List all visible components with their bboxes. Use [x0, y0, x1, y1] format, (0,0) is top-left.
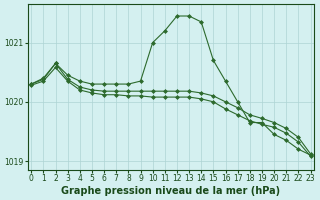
X-axis label: Graphe pression niveau de la mer (hPa): Graphe pression niveau de la mer (hPa)	[61, 186, 280, 196]
